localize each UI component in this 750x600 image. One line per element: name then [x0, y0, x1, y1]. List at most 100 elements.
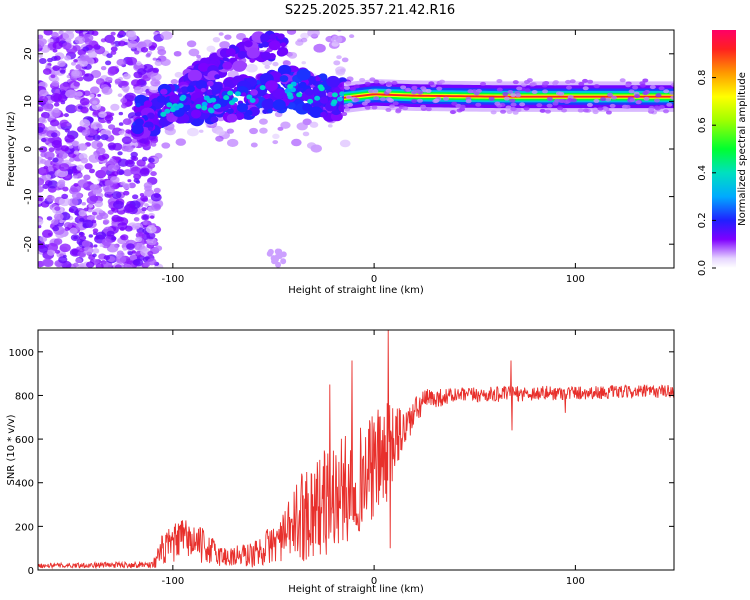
x-tick-label: 100 [566, 274, 585, 285]
y-tick-label: 400 [15, 479, 34, 490]
snr-plot-area [38, 330, 674, 570]
ridge-core [234, 91, 241, 97]
noise-blob [80, 157, 89, 164]
band-fuzz [578, 81, 585, 86]
noise-blob [95, 263, 104, 268]
noise-blob [110, 31, 116, 36]
noise-blob [79, 119, 91, 128]
x-tick-label: -100 [161, 274, 184, 285]
noise-blob [157, 45, 165, 52]
noise-blob [124, 203, 136, 213]
band-fuzz [502, 92, 509, 97]
noise-blob [117, 151, 123, 156]
noise-blob [107, 69, 116, 76]
noise-blob [118, 30, 125, 36]
noise-blob [63, 113, 69, 118]
band-fuzz [587, 79, 594, 84]
noise-blob [39, 236, 48, 243]
noise-blob [38, 96, 49, 104]
snr-x-label: Height of straight line (km) [288, 584, 424, 595]
band-fuzz [353, 97, 360, 102]
noise-blob [78, 210, 87, 217]
noise-blob [91, 215, 96, 219]
band-fuzz [619, 78, 626, 83]
ridge-blob [262, 109, 269, 115]
noise-blob [140, 195, 148, 202]
noise-blob [306, 142, 317, 149]
noise-blob [62, 30, 75, 40]
noise-blob [51, 219, 59, 225]
band-fuzz [557, 106, 564, 111]
noise-blob [51, 140, 63, 149]
noise-blob [120, 97, 128, 104]
band-fuzz [609, 103, 616, 108]
noise-blob [38, 177, 45, 187]
noise-blob [123, 190, 130, 196]
noise-blob [272, 133, 280, 139]
noise-blob [70, 234, 80, 242]
noise-blob [53, 212, 64, 221]
band-fuzz [416, 98, 423, 103]
noise-blob [133, 86, 144, 94]
noise-blob [116, 58, 126, 66]
noise-blob [107, 124, 116, 130]
band-fuzz [542, 89, 549, 94]
noise-blob [141, 156, 148, 162]
colorbar-tick-label: 0.8 [697, 70, 708, 86]
noise-blob [132, 259, 141, 266]
noise-blob [110, 103, 120, 111]
noise-blob [218, 32, 224, 36]
noise-blob [150, 142, 157, 147]
noise-blob [103, 255, 111, 261]
noise-blob [58, 197, 71, 207]
noise-blob [170, 79, 179, 85]
band-fuzz [379, 80, 386, 85]
band-fuzz [565, 79, 572, 84]
ridge-blob [234, 112, 245, 120]
noise-blob [143, 182, 153, 189]
noise-blob [111, 236, 117, 241]
noise-blob [38, 38, 47, 46]
noise-blob [127, 179, 132, 183]
noise-blob [77, 179, 89, 188]
noise-blob [62, 186, 69, 192]
noise-blob [72, 262, 79, 268]
noise-blob [142, 39, 153, 47]
branch-blob [222, 61, 233, 70]
noise-blob [82, 246, 94, 255]
noise-blob [67, 198, 79, 207]
noise-blob [73, 81, 81, 87]
noise-blob [99, 243, 104, 247]
noise-blob [167, 126, 174, 132]
noise-blob [111, 191, 122, 199]
noise-blob [272, 140, 279, 145]
band-fuzz [582, 86, 589, 91]
noise-blob [81, 240, 91, 248]
band-fuzz [459, 104, 466, 109]
band-fuzz [411, 98, 418, 103]
noise-blob [50, 93, 62, 102]
noise-blob [81, 129, 91, 137]
noise-blob [135, 236, 143, 243]
noise-blob [53, 238, 63, 245]
noise-blob [46, 195, 55, 202]
noise-blob [79, 59, 89, 67]
noise-blob [122, 73, 131, 80]
band-fuzz [371, 105, 378, 110]
noise-blob [68, 205, 79, 214]
noise-blob [280, 251, 287, 258]
colorbar-tick-label: 0.2 [697, 212, 708, 228]
ridge-blob [206, 80, 214, 87]
band-fuzz [512, 80, 519, 85]
noise-blob [148, 157, 155, 163]
ridge-core [201, 105, 208, 111]
ridge-blob [326, 75, 340, 88]
band-fuzz [405, 87, 412, 92]
noise-blob [104, 179, 114, 187]
band-fuzz [670, 82, 674, 87]
branch-blob [249, 58, 256, 63]
y-tick-label: 20 [23, 47, 34, 60]
noise-blob [73, 58, 78, 63]
